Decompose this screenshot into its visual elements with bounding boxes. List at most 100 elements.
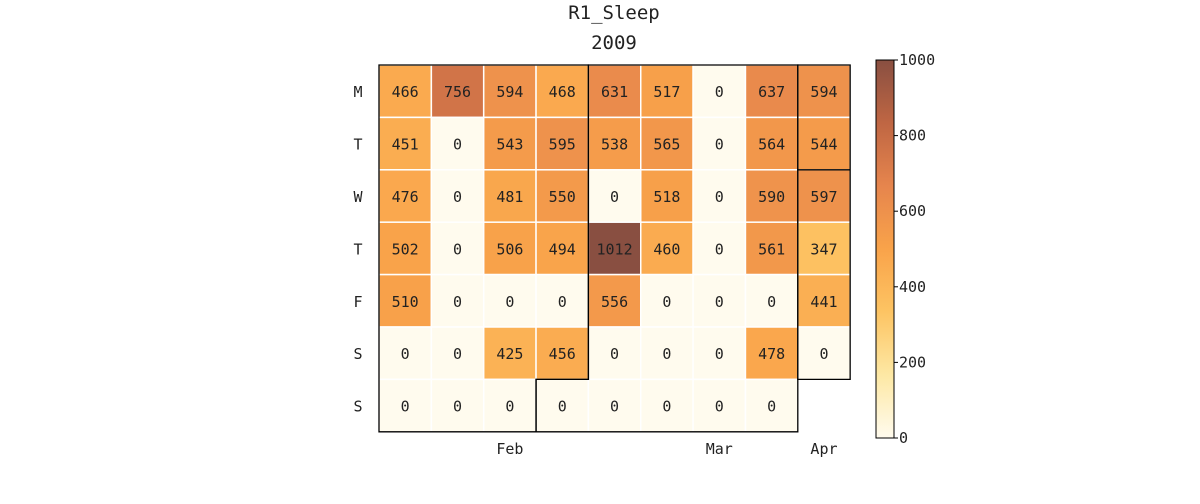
month-label: Apr bbox=[810, 440, 837, 458]
row-label: M bbox=[353, 83, 362, 101]
cell-value-label: 637 bbox=[758, 83, 785, 101]
heatmap-cell bbox=[430, 378, 485, 433]
cell-value-label: 590 bbox=[758, 188, 785, 206]
cell-value-label: 0 bbox=[610, 398, 619, 416]
colorbar-scale bbox=[875, 59, 895, 439]
cell-value-label: 0 bbox=[610, 188, 619, 206]
colorbar-tick-label: 600 bbox=[899, 202, 926, 220]
cell-value-label: 544 bbox=[810, 136, 837, 154]
heatmap-cell bbox=[797, 326, 851, 381]
chart-title: R1_Sleep bbox=[568, 2, 660, 24]
cell-value-label: 0 bbox=[453, 188, 462, 206]
heatmap-cell bbox=[797, 221, 851, 276]
heatmap-cell bbox=[587, 116, 642, 171]
heatmap-cell bbox=[692, 116, 747, 171]
cell-value-label: 478 bbox=[758, 345, 785, 363]
heatmap-cell bbox=[430, 326, 485, 381]
cell-value-label: 0 bbox=[715, 345, 724, 363]
heatmap-cell bbox=[482, 326, 537, 381]
cell-value-label: 756 bbox=[444, 83, 471, 101]
heatmap-cell bbox=[378, 221, 433, 276]
cell-value-label: 0 bbox=[715, 398, 724, 416]
heatmap-cell bbox=[535, 221, 590, 276]
cell-value-label: 0 bbox=[662, 345, 671, 363]
heatmap-cell bbox=[797, 273, 851, 328]
cell-value-label: 466 bbox=[392, 83, 419, 101]
cell-value-label: 441 bbox=[810, 293, 837, 311]
heatmap-cell bbox=[744, 64, 799, 119]
cell-value-label: 631 bbox=[601, 83, 628, 101]
cell-value-label: 468 bbox=[549, 83, 576, 101]
cell-value-label: 481 bbox=[496, 188, 523, 206]
heatmap-cell bbox=[640, 64, 694, 119]
heatmap-cell bbox=[482, 169, 537, 223]
cell-value-label: 0 bbox=[715, 136, 724, 154]
cell-value-label: 0 bbox=[505, 398, 514, 416]
cell-value-label: 543 bbox=[496, 136, 523, 154]
cell-value-label: 0 bbox=[767, 293, 776, 311]
cell-value-label: 0 bbox=[401, 398, 410, 416]
cell-value-label: 451 bbox=[392, 136, 419, 154]
cell-value-label: 0 bbox=[767, 398, 776, 416]
cell-value-label: 0 bbox=[453, 136, 462, 154]
colorbar-tick-label: 0 bbox=[899, 429, 908, 447]
cell-value-label: 564 bbox=[758, 136, 785, 154]
cell-value-label: 425 bbox=[496, 345, 523, 363]
cell-value-label: 0 bbox=[558, 398, 567, 416]
heatmap-cells bbox=[378, 64, 851, 433]
cell-value-label: 0 bbox=[505, 293, 514, 311]
heatmap-cell bbox=[640, 273, 694, 328]
colorbar: 0 200 400 600 800 1000 bbox=[875, 51, 935, 447]
colorbar-tick-label: 800 bbox=[899, 127, 926, 145]
cell-value-label: 494 bbox=[549, 240, 576, 258]
cell-value-label: 0 bbox=[453, 345, 462, 363]
cell-value-label: 556 bbox=[601, 293, 628, 311]
cell-value-label: 561 bbox=[758, 240, 785, 258]
cell-value-label: 347 bbox=[810, 240, 837, 258]
cell-value-label: 456 bbox=[549, 345, 576, 363]
heatmap-cell bbox=[640, 326, 694, 381]
heatmap-cell bbox=[378, 378, 433, 433]
heatmap-cell bbox=[430, 221, 485, 276]
colorbar-tick-label: 200 bbox=[899, 353, 926, 371]
cell-value-label: 0 bbox=[819, 345, 828, 363]
heatmap-cell bbox=[587, 169, 642, 223]
row-label: F bbox=[353, 293, 362, 311]
cell-value-label: 0 bbox=[662, 293, 671, 311]
cell-value-label: 0 bbox=[662, 398, 671, 416]
cell-value-label: 595 bbox=[549, 136, 576, 154]
heatmap-cell bbox=[430, 169, 485, 223]
month-borders bbox=[378, 64, 851, 433]
chart-subtitle: 2009 bbox=[591, 32, 637, 54]
heatmap-cell bbox=[378, 326, 433, 381]
row-label: S bbox=[353, 398, 362, 416]
cell-value-label: 517 bbox=[653, 83, 680, 101]
month-label: Mar bbox=[706, 440, 733, 458]
row-labels: M T W T F S S bbox=[353, 83, 363, 415]
cell-value-label: 0 bbox=[610, 345, 619, 363]
cell-value-label: 597 bbox=[810, 188, 837, 206]
cell-value-label: 0 bbox=[715, 293, 724, 311]
row-label: W bbox=[353, 188, 363, 206]
cell-value-label: 502 bbox=[392, 240, 419, 258]
cell-value-label: 550 bbox=[549, 188, 576, 206]
month-border bbox=[797, 64, 851, 381]
cell-value-label: 460 bbox=[653, 240, 680, 258]
colorbar-tick-label: 400 bbox=[899, 278, 926, 296]
cell-value-label: 518 bbox=[653, 188, 680, 206]
row-label: T bbox=[353, 240, 362, 258]
heatmap-cell bbox=[482, 116, 537, 171]
row-label: T bbox=[353, 136, 362, 154]
cell-value-label: 0 bbox=[453, 398, 462, 416]
cell-value-label: 0 bbox=[453, 293, 462, 311]
heatmap-cell-labels: 466 756 594 468 631 517 0 637 594 451 0 543 595 538 56… bbox=[392, 83, 838, 415]
cell-value-label: 0 bbox=[715, 188, 724, 206]
cell-value-label: 506 bbox=[496, 240, 523, 258]
cell-value-label: 0 bbox=[715, 83, 724, 101]
heatmap-cell bbox=[430, 64, 485, 119]
heatmap-cell bbox=[378, 169, 433, 223]
cell-value-label: 476 bbox=[392, 188, 419, 206]
heatmap-cell bbox=[535, 169, 590, 223]
cell-value-label: 0 bbox=[715, 240, 724, 258]
